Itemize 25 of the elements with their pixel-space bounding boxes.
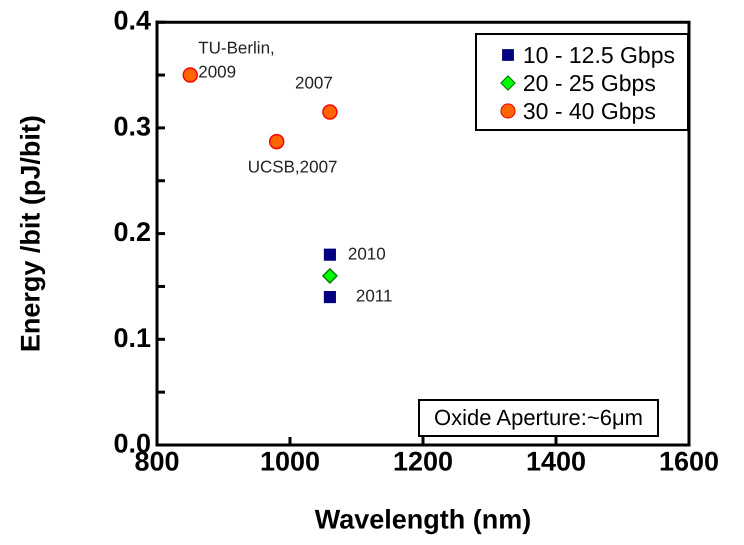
point <box>322 104 338 120</box>
x-tick-label: 1400 <box>526 446 586 477</box>
legend-label: 30 - 40 Gbps <box>522 97 656 125</box>
annotation: UCSB,2007 <box>248 157 338 176</box>
x-tick-label: 1600 <box>658 446 720 477</box>
annotation: Oxide Aperture:~6μm <box>418 399 659 437</box>
y-tick-label: 0.3 <box>113 111 151 142</box>
y-tick-label: 0.4 <box>113 6 151 36</box>
annotation: 2011 <box>356 286 392 306</box>
point <box>324 248 336 261</box>
x-tick-label: 1000 <box>260 446 320 477</box>
point <box>324 290 336 304</box>
x-axis-title: Wavelength (nm) <box>314 504 532 534</box>
legend-label: 20 - 25 Gbps <box>522 69 656 97</box>
annotation: 2010 <box>348 244 386 264</box>
point <box>182 67 198 83</box>
y-tick-label: 0.2 <box>113 217 151 248</box>
annotation: TU-Berlin, 2009 <box>198 38 275 82</box>
legend-label: 10 - 12.5 Gbps <box>522 41 675 69</box>
x-tick-label: 1200 <box>392 446 454 477</box>
annotation: 2007 <box>294 74 333 93</box>
y-axis-title: Energy /bit (pJ/bit) <box>16 115 46 352</box>
point <box>268 134 284 150</box>
point <box>322 268 338 284</box>
y-tick-label: 0.1 <box>113 322 151 353</box>
